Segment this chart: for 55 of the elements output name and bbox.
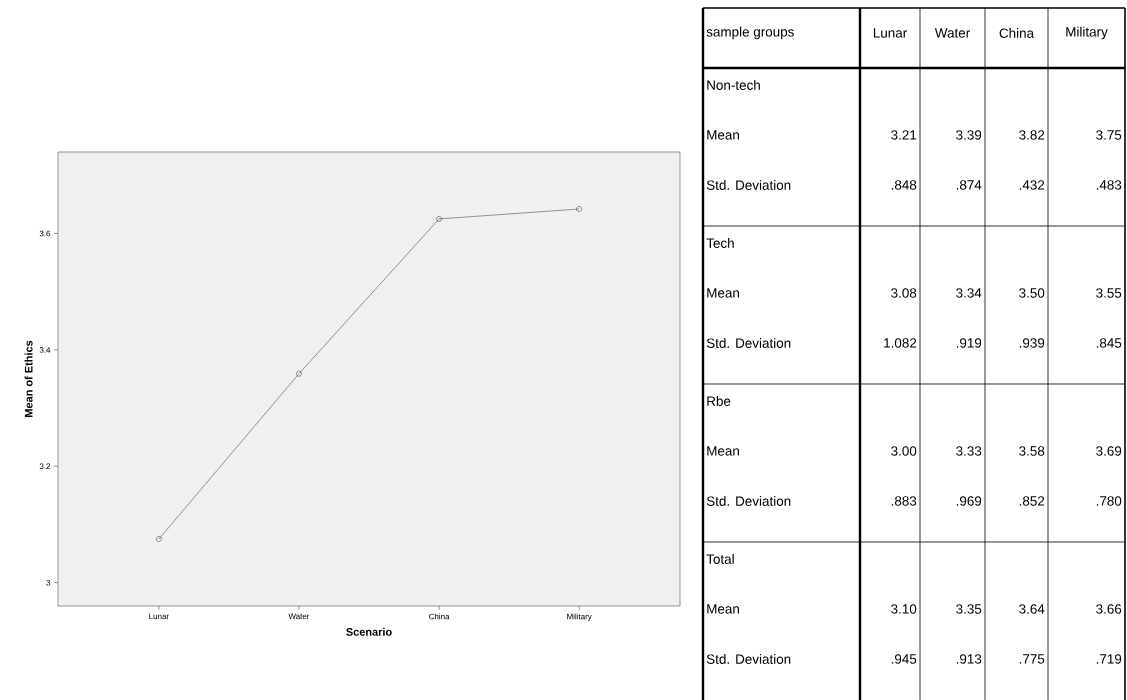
category-label: Tech [706,238,734,248]
text: 3.64 [1019,604,1045,614]
text: 3.82 [1019,130,1045,140]
text: 3.08 [891,288,917,298]
category-label: Mean [707,604,739,614]
text: .845 [1096,338,1122,348]
text: .874 [956,180,982,190]
text: .775 [1019,654,1045,664]
text: 3.58 [1019,446,1045,456]
text: .969 [956,496,982,506]
point [576,206,582,212]
text: 3.00 [891,446,917,456]
category-label: Mean [707,288,739,298]
y-axis-title: Mean of Ethics [24,340,33,417]
category-label: Std. Deviation [706,338,791,348]
text: .945 [891,654,917,664]
text: 3.33 [956,446,982,456]
text: 3.55 [1096,288,1122,298]
category-label: Total [706,554,734,564]
text: 3.69 [1096,446,1122,456]
category-label: Std. Deviation [706,496,791,506]
category-label: Non-tech [707,80,760,90]
category-label: Mean [707,130,739,140]
text: sample groups [706,26,794,40]
x-axis-title: Scenario [346,627,392,636]
text: .483 [1096,180,1122,190]
text: 3.34 [956,288,982,298]
category-label: Water [934,28,970,38]
text: 3.75 [1096,130,1122,140]
category-label: Rbe [707,396,731,406]
text: 3.66 [1096,604,1122,614]
text: .939 [1019,338,1045,348]
text: .780 [1096,496,1122,506]
text: .852 [1019,496,1045,506]
text: .848 [891,180,917,190]
text: .719 [1096,654,1122,664]
text: 3.35 [956,604,982,614]
text: 3.21 [891,130,917,140]
text: 1.082 [884,338,917,348]
category-label: Military [1066,26,1108,40]
text: .919 [956,338,982,348]
text: 3.10 [891,604,917,614]
point [156,536,162,542]
category-label: Std. Deviation [706,180,791,190]
category-label: China [999,28,1035,38]
text: .913 [956,654,982,664]
text: 3.50 [1019,288,1045,298]
text: 3.39 [956,130,982,140]
point [296,370,302,377]
point [436,216,442,222]
category-label: Lunar [873,28,907,38]
category-label: Mean [707,446,739,456]
category-label: Std. Deviation [706,654,791,664]
text: .432 [1019,180,1045,190]
text: .883 [891,496,917,506]
